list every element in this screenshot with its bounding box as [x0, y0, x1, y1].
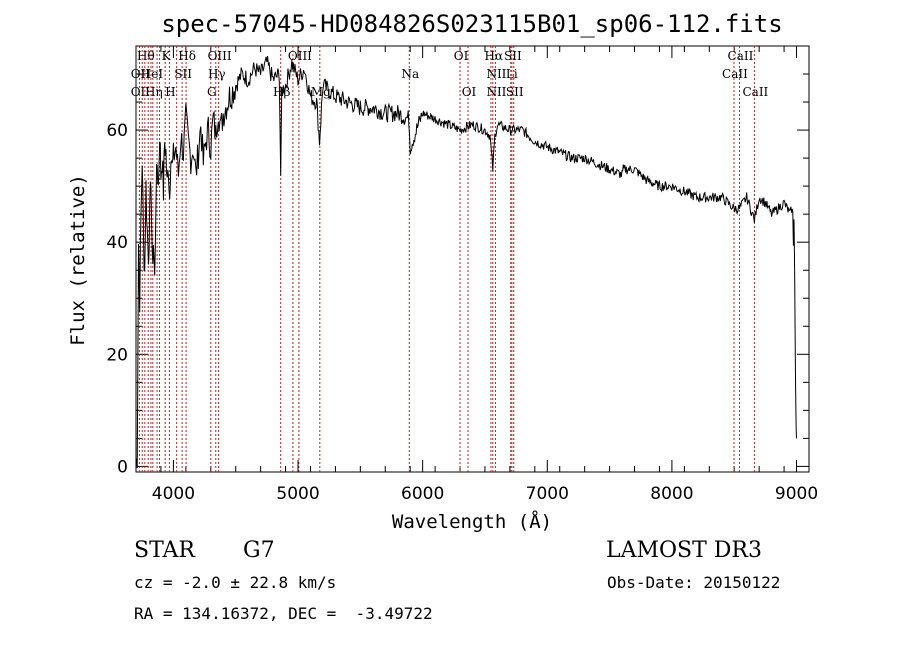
- spectral-line-label: CaII: [728, 49, 754, 63]
- spectral-line-label: Hβ: [273, 85, 290, 99]
- spectral-line-label: CaII: [722, 67, 748, 81]
- spectral-line-label: OIII: [208, 49, 232, 63]
- spectral-line-label: OII: [131, 67, 151, 81]
- spectral-line-label: CaII: [742, 85, 768, 99]
- spectral-line-label: Hγ: [208, 67, 226, 81]
- y-tick-label: 40: [106, 233, 128, 253]
- object-subclass: G7: [243, 538, 275, 563]
- x-axis-label: Wavelength (Å): [392, 510, 552, 533]
- redshift-readout: cz = -2.0 ± 22.8 km/s: [134, 573, 337, 592]
- spectral-line-label: OI: [462, 85, 477, 99]
- spectral-line-label: NII: [486, 67, 506, 81]
- spectral-line-label: SII: [174, 67, 192, 81]
- spectral-line-label: HeI: [141, 67, 164, 81]
- y-axis-label: Flux (relative): [67, 174, 89, 346]
- x-tick-label: 9000: [775, 484, 818, 504]
- y-tick-label: 60: [106, 121, 128, 141]
- x-tick-label: 5000: [276, 484, 319, 504]
- x-tick-label: 6000: [401, 484, 444, 504]
- chart-title: spec-57045-HD084826S023115B01_sp06-112.f…: [161, 10, 782, 38]
- plot-area: 4000 5000 6000 7000 8000 9000 0 20 40 60 Hθ K Hδ OIII…: [106, 45, 818, 504]
- spectral-line-label: OIII: [288, 49, 312, 63]
- x-tick-label: 4000: [152, 484, 195, 504]
- survey-name: LAMOST DR3: [606, 538, 762, 563]
- spectral-line-label: K: [162, 49, 172, 63]
- plot-frame: [135, 45, 810, 473]
- coordinates-readout: RA = 134.16372, DEC = -3.49722: [134, 604, 433, 623]
- x-tick-label: 7000: [526, 484, 569, 504]
- obs-date: Obs-Date: 20150122: [607, 573, 781, 592]
- spectral-line-label: SII: [506, 85, 524, 99]
- spectral-line-label: Mg: [311, 85, 331, 99]
- spectral-line-label: Na: [401, 67, 419, 81]
- flux-series-line: [135, 56, 797, 469]
- object-class: STAR: [134, 538, 195, 563]
- y-tick-label: 0: [117, 457, 128, 477]
- spectral-line-label: Hη: [145, 85, 163, 99]
- spectral-line-label: G: [207, 85, 217, 99]
- spectral-line-label: OII: [131, 85, 151, 99]
- spectral-line-label: OI: [454, 49, 469, 63]
- spectral-line-label: Li: [506, 67, 518, 81]
- spectral-line-label: NII: [486, 85, 506, 99]
- spectral-line-label: Hα: [485, 49, 504, 63]
- y-tick-label: 20: [106, 345, 128, 365]
- spectral-line-label: Hθ: [137, 49, 155, 63]
- spectral-line-label: H: [165, 85, 175, 99]
- spectral-line-label: SII: [504, 49, 522, 63]
- spectral-line-label: Hδ: [178, 49, 196, 63]
- x-tick-label: 8000: [650, 484, 693, 504]
